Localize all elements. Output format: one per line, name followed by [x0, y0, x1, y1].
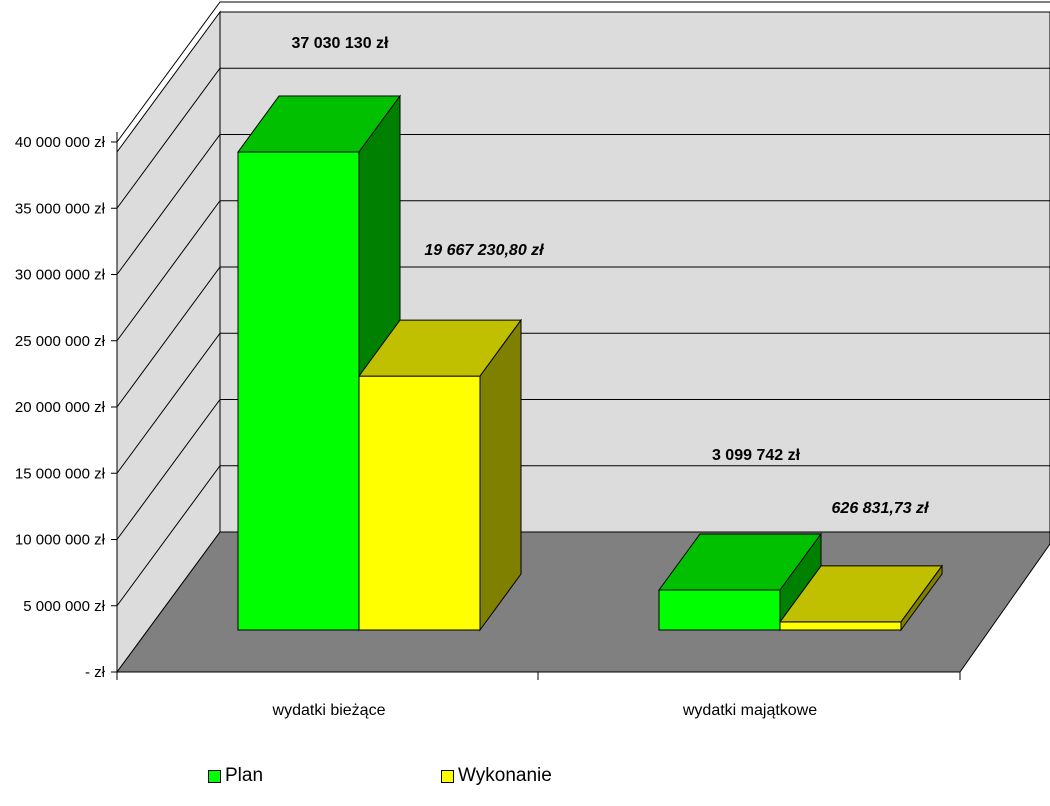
data-label: 37 030 130 zł	[292, 35, 390, 52]
legend-label-plan: Plan	[225, 765, 264, 786]
data-label: 19 667 230,80 zł	[424, 242, 544, 259]
data-label: 3 099 742 zł	[712, 447, 801, 464]
gridline	[116, 134, 1050, 275]
gridline	[116, 1, 1050, 143]
bar-front	[358, 375, 481, 631]
legend-swatch-plan	[208, 769, 221, 783]
labels: 37 030 130 zł 19 667 230,80 zł 3 099 742 z…	[292, 35, 930, 517]
bar-side	[479, 318, 522, 632]
data-label: 626 831,73 zł	[832, 500, 930, 517]
y-tick-label: 30 000 000 zł	[15, 267, 106, 284]
bar-front	[779, 621, 902, 631]
axes: - zł 5 000 000 zł 10 000 000 zł 15 000 000 …	[15, 132, 961, 719]
y-tick-label: 10 000 000 zł	[15, 532, 106, 549]
legend-item-wykonanie: Wykonanie	[441, 762, 552, 790]
bar-front	[658, 589, 781, 631]
gridline	[116, 332, 1050, 474]
legend-item-plan: Plan	[208, 762, 263, 790]
legend-label-wykonanie: Wykonanie	[458, 765, 552, 786]
gridline	[116, 399, 1050, 540]
bars	[237, 94, 943, 632]
y-tick-label: 5 000 000 zł	[23, 598, 105, 615]
x-category-label: wydatki majątkowe	[682, 702, 817, 719]
bar-front	[237, 151, 360, 631]
gridline	[116, 266, 1050, 408]
y-tick-label: - zł	[85, 664, 106, 681]
gridline	[116, 200, 1050, 342]
bar-side	[900, 564, 943, 632]
y-tick-label: 35 000 000 zł	[15, 200, 106, 217]
gridlines	[116, 1, 1050, 607]
gridline	[116, 67, 1050, 209]
y-tick-label: 15 000 000 zł	[15, 465, 106, 482]
legend-swatch-wykonanie	[441, 769, 454, 783]
y-tick-label: 20 000 000 zł	[15, 399, 106, 416]
y-tick-label: 40 000 000 zł	[15, 134, 106, 151]
gridline	[116, 465, 1050, 607]
y-tick-label: 25 000 000 zł	[15, 333, 106, 350]
x-category-label: wydatki bieżące	[272, 702, 386, 719]
